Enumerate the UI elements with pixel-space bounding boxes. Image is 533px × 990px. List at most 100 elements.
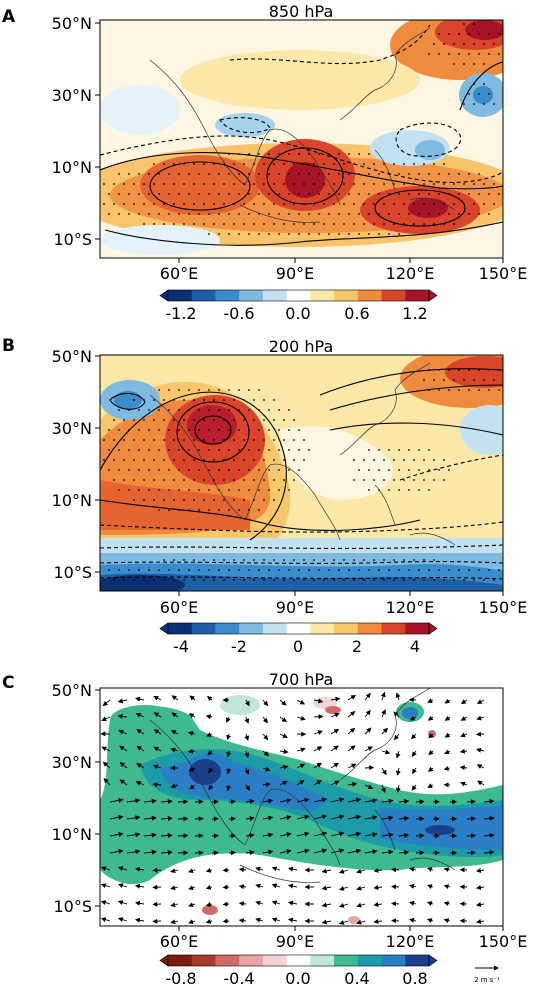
wind-vector xyxy=(313,797,328,803)
wind-vector xyxy=(262,750,270,757)
significance-dot xyxy=(178,509,180,511)
significance-dot xyxy=(433,163,435,165)
significance-dot xyxy=(153,459,155,461)
wind-vector xyxy=(238,884,247,890)
significance-dot xyxy=(443,43,445,45)
significance-dot xyxy=(103,459,105,461)
significance-dot xyxy=(213,203,215,205)
significance-dot xyxy=(408,193,410,195)
significance-dot xyxy=(208,429,210,431)
significance-dot xyxy=(283,459,285,461)
significance-dot xyxy=(418,489,420,491)
significance-dot xyxy=(158,409,160,411)
significance-dot xyxy=(478,33,480,35)
significance-dot xyxy=(288,153,290,155)
significance-dot xyxy=(153,439,155,441)
significance-dot xyxy=(263,399,265,401)
wind-vector xyxy=(271,900,281,906)
significance-dot xyxy=(303,183,305,185)
significance-dot xyxy=(143,419,145,421)
panel-c-wind-vectors xyxy=(100,691,495,925)
significance-dot xyxy=(268,193,270,195)
significance-dot xyxy=(153,163,155,165)
significance-dot xyxy=(238,489,240,491)
significance-dot xyxy=(158,173,160,175)
significance-dot xyxy=(108,449,110,451)
colorbar-swatch xyxy=(191,623,216,634)
wind-vector xyxy=(117,900,128,906)
wind-vector xyxy=(206,732,213,737)
significance-dot xyxy=(193,223,195,225)
significance-dot xyxy=(363,163,365,165)
significance-dot xyxy=(243,459,245,461)
significance-dot xyxy=(273,479,275,481)
significance-dot xyxy=(423,183,425,185)
significance-dot xyxy=(178,569,180,571)
significance-dot xyxy=(493,579,495,581)
significance-dot xyxy=(158,449,160,451)
significance-dot xyxy=(348,193,350,195)
wind-vector xyxy=(287,917,298,923)
wind-vector xyxy=(398,798,410,804)
significance-dot xyxy=(113,419,115,421)
wind-vector xyxy=(271,917,281,923)
wind-vector xyxy=(381,815,394,821)
wind-vector xyxy=(475,902,485,907)
significance-dot xyxy=(398,489,400,491)
panel-c: C 700 hPa xyxy=(2,670,527,988)
significance-dot xyxy=(488,93,490,95)
significance-dot xyxy=(178,449,180,451)
significance-dot xyxy=(153,499,155,501)
wind-vector xyxy=(208,767,214,774)
wind-vector xyxy=(188,713,196,718)
colorbar-outline xyxy=(167,289,430,302)
wind-vector xyxy=(262,815,274,821)
panel-a-lat-ticks: 50°N 30°N 10°N 10°S xyxy=(52,14,100,249)
panel-a-colorbar xyxy=(159,289,438,302)
significance-dot xyxy=(408,489,410,491)
significance-dot xyxy=(418,569,420,571)
wind-vector xyxy=(313,698,324,704)
wind-vector xyxy=(160,833,173,838)
significance-dot xyxy=(158,389,160,391)
significance-dot xyxy=(228,193,230,195)
significance-dot xyxy=(388,173,390,175)
significance-dot xyxy=(468,173,470,175)
significance-dot xyxy=(223,203,225,205)
significance-dot xyxy=(443,163,445,165)
wind-vector xyxy=(347,848,362,854)
significance-dot xyxy=(163,223,165,225)
wind-vector xyxy=(338,920,349,925)
wind-vector xyxy=(443,867,451,873)
significance-dot xyxy=(343,183,345,185)
significance-dot xyxy=(358,213,360,215)
significance-dot xyxy=(253,163,255,165)
significance-dot xyxy=(153,223,155,225)
significance-dot xyxy=(363,479,365,481)
significance-dot xyxy=(248,213,250,215)
significance-dot xyxy=(178,193,180,195)
wind-vector xyxy=(356,919,366,925)
wind-vector xyxy=(126,832,141,838)
wind-vector xyxy=(391,867,400,873)
significance-dot xyxy=(433,459,435,461)
significance-dot xyxy=(288,469,290,471)
significance-dot xyxy=(413,183,415,185)
colorbar-swatch xyxy=(168,623,193,634)
significance-dot xyxy=(173,559,175,561)
significance-dot xyxy=(428,369,430,371)
colorbar-swatch xyxy=(239,623,264,634)
significance-dot xyxy=(138,213,140,215)
wind-vector xyxy=(459,748,468,754)
significance-dot xyxy=(198,569,200,571)
wind-vector xyxy=(170,868,179,874)
colorbar-extend-right xyxy=(428,289,438,302)
panel-b-map-field xyxy=(100,355,503,591)
significance-dot xyxy=(238,233,240,235)
wind-vector xyxy=(364,832,378,838)
significance-dot xyxy=(183,459,185,461)
wind-vector xyxy=(411,767,417,774)
significance-dot xyxy=(223,399,225,401)
significance-dot xyxy=(218,173,220,175)
significance-dot xyxy=(433,183,435,185)
